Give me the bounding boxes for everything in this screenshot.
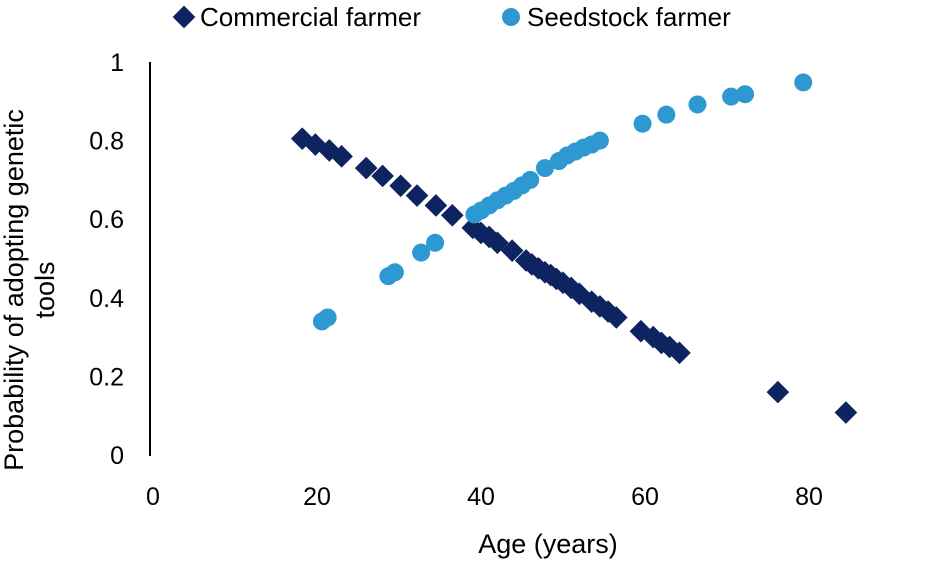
seedstock-farmer-point <box>633 114 652 133</box>
y-axis-title-line-1: Probability of adopting genetic <box>0 109 29 471</box>
seedstock-farmer-point <box>521 170 540 189</box>
commercial-farmer-point <box>766 380 790 404</box>
legend-circle-marker <box>502 8 520 26</box>
series-seedstock-farmer <box>312 73 813 331</box>
series-commercial-farmer <box>290 127 858 424</box>
y-tick-label: 0.4 <box>89 285 124 313</box>
seedstock-farmer-point <box>412 243 431 262</box>
seedstock-farmer-point <box>426 233 445 252</box>
seedstock-farmer-point <box>736 85 755 104</box>
x-tick-label: 80 <box>795 483 823 511</box>
legend-label-seedstock-farmer: Seedstock farmer <box>527 2 731 32</box>
seedstock-farmer-point <box>318 308 337 327</box>
y-tick-label: 0.6 <box>89 206 124 234</box>
y-tick-label: 0.2 <box>89 363 124 391</box>
legend-diamond-marker <box>172 5 196 29</box>
legend-item-commercial-farmer: Commercial farmer <box>172 2 421 32</box>
commercial-farmer-point <box>834 401 858 424</box>
seedstock-farmer-point <box>385 263 404 282</box>
x-tick-label: 20 <box>303 483 331 511</box>
legend-item-seedstock-farmer: Seedstock farmer <box>502 2 731 32</box>
y-tick-labels: 0 0.2 0.4 0.6 0.8 1 <box>89 49 124 470</box>
seedstock-farmer-point <box>657 105 676 124</box>
seedstock-farmer-point <box>688 95 707 114</box>
legend-label-commercial-farmer: Commercial farmer <box>200 2 421 32</box>
x-tick-label: 40 <box>467 483 495 511</box>
x-tick-labels: 0 20 40 60 80 <box>146 483 823 511</box>
seedstock-farmer-point <box>535 159 554 178</box>
x-tick-label: 0 <box>146 483 160 511</box>
x-axis-title: Age (years) <box>478 529 618 559</box>
y-tick-label: 0.8 <box>89 128 124 156</box>
seedstock-farmer-point <box>722 87 741 106</box>
y-tick-label: 0 <box>110 442 124 470</box>
x-tick-label: 60 <box>631 483 659 511</box>
y-tick-label: 1 <box>110 49 124 77</box>
y-axis-title: Probability of adopting genetic tools <box>0 109 60 471</box>
seedstock-farmer-point <box>590 131 609 150</box>
y-axis-title-line-2: tools <box>30 261 60 318</box>
legend: Commercial farmer Seedstock farmer <box>172 2 731 32</box>
seedstock-farmer-point <box>794 73 813 92</box>
